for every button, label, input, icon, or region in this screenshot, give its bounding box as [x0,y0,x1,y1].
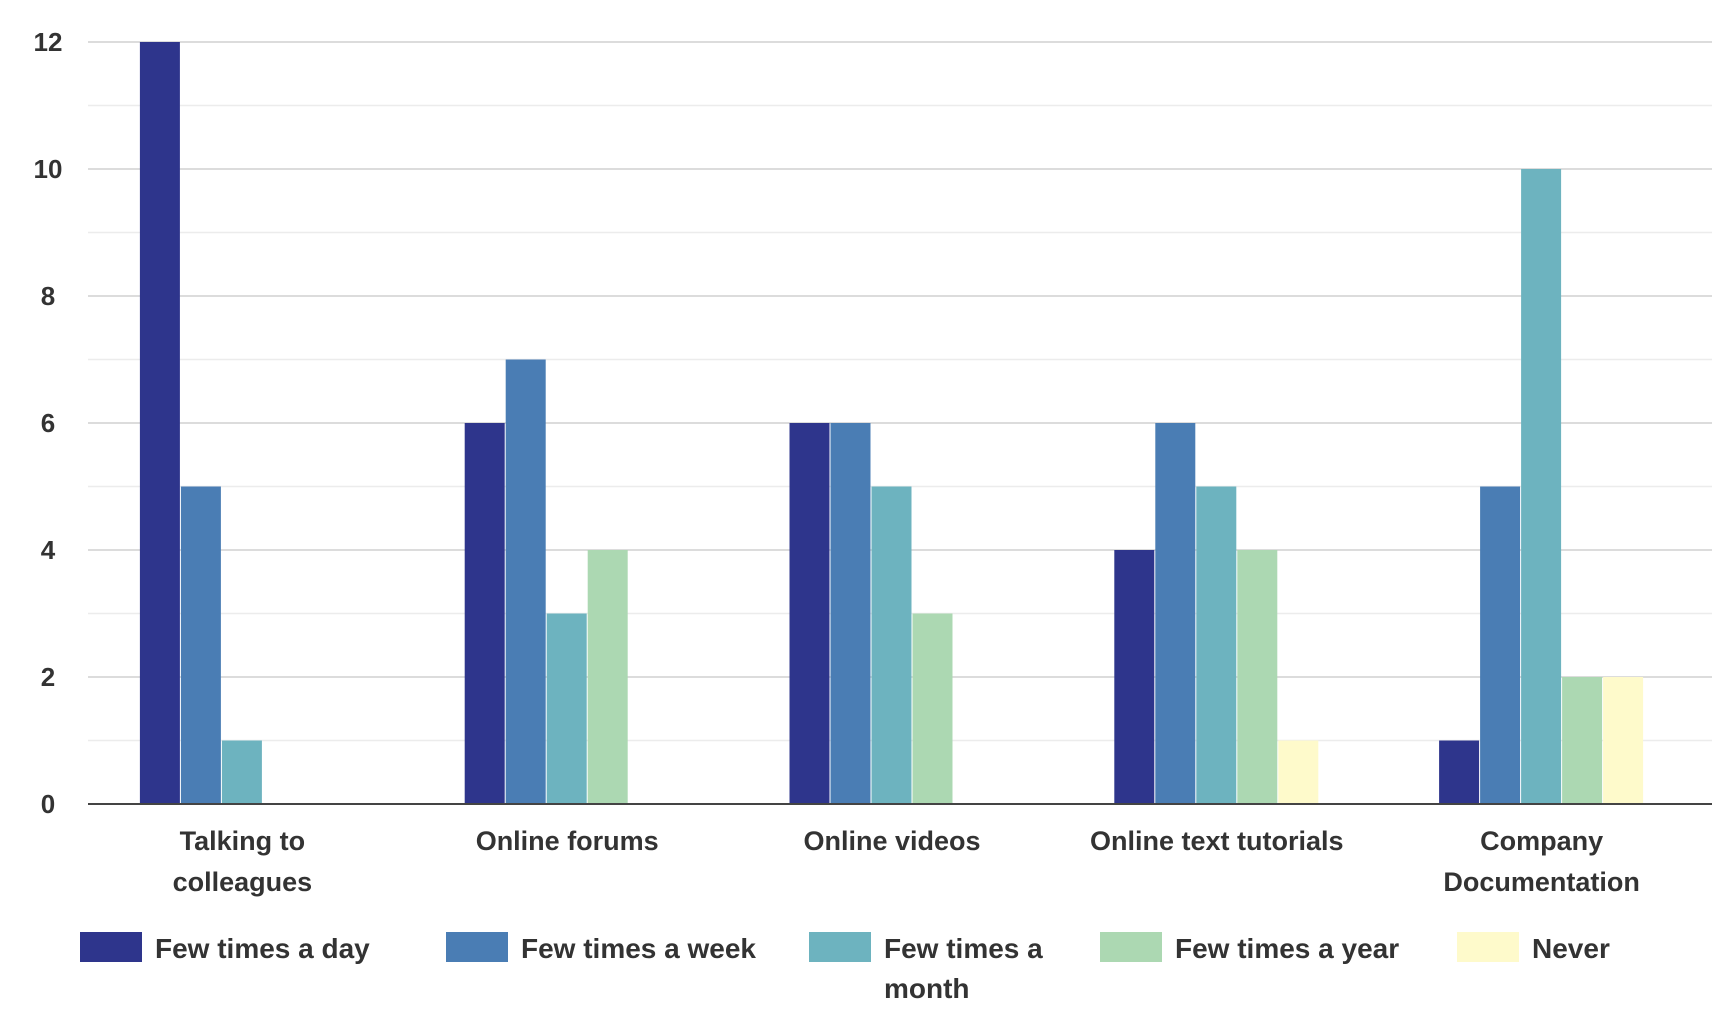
legend-swatch [1457,932,1519,962]
bar [1237,550,1278,804]
legend-label: Never [1532,933,1610,964]
bar [221,740,262,804]
x-tick-label: Talking to [180,826,306,856]
x-tick-label: Company [1480,826,1603,856]
y-tick-label: 12 [34,27,63,57]
legend-label: Few times a week [521,933,756,964]
bar [1439,740,1480,804]
bar [830,423,871,804]
legend-swatch [1100,932,1162,962]
x-tick-label: Documentation [1443,867,1640,897]
legend-swatch [809,932,871,962]
legend-label: Few times a year [1175,933,1399,964]
bar [587,550,628,804]
x-tick-label: Online text tutorials [1090,826,1344,856]
bar [546,613,587,804]
y-tick-label: 4 [41,535,56,565]
bar [1603,677,1644,804]
y-tick-label: 8 [41,281,55,311]
bar [464,423,505,804]
x-tick-label: Online videos [803,826,980,856]
x-tick-label: Online forums [476,826,659,856]
legend-swatch [446,932,508,962]
legend-swatch [80,932,142,962]
y-tick-label: 2 [41,662,55,692]
bar [1480,486,1521,804]
legend-label: month [884,973,970,1004]
bar [1196,486,1237,804]
y-tick-label: 6 [41,408,55,438]
bar [1278,740,1319,804]
legend-label: Few times a [884,933,1043,964]
bar [1521,169,1562,804]
bar [1155,423,1196,804]
y-tick-label: 0 [41,789,55,819]
bar [1562,677,1603,804]
bar [912,613,953,804]
bar [1114,550,1155,804]
bar [180,486,221,804]
x-tick-label: colleagues [173,867,313,897]
y-tick-label: 10 [34,154,63,184]
bar [505,359,546,804]
bar [789,423,830,804]
bar [139,42,180,804]
legend-label: Few times a day [155,933,370,964]
bar [871,486,912,804]
